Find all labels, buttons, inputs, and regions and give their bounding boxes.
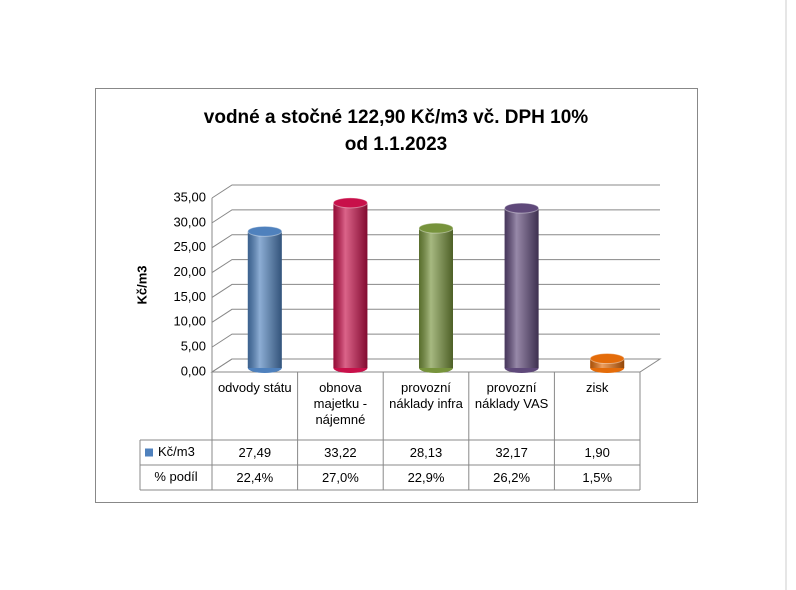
cylinder-top	[418, 222, 454, 234]
cylinder-top	[247, 225, 283, 237]
x-tick-label: zisk	[585, 380, 609, 395]
value-label: 28,13	[410, 445, 443, 460]
x-tick-label: provozní náklady VAS	[474, 380, 549, 411]
chart-title: vodné a stočné 122,90 Kč/m3 vč. DPH 10%	[204, 107, 589, 128]
legend-label: Kč/m3	[158, 444, 195, 459]
y-tick-label: 5,00	[181, 339, 206, 354]
cylinder-top	[589, 353, 625, 365]
share-label: 22,9%	[408, 470, 445, 485]
bar-shade	[333, 202, 368, 368]
chart-subtitle: od 1.1.2023	[345, 134, 447, 155]
y-tick-label: 10,00	[173, 314, 206, 329]
y-tick-label: 0,00	[181, 363, 206, 378]
x-tick-label: obnova majetku - nájemné	[313, 380, 368, 427]
legend-swatch	[145, 448, 153, 457]
y-tick-label: 35,00	[173, 189, 206, 204]
x-tick-label: odvody státu	[217, 380, 292, 395]
data-table	[139, 372, 641, 491]
category-cell: zisk	[585, 380, 609, 395]
y-tick-label: 25,00	[173, 239, 206, 254]
x-tick-label: provozní náklady infra	[389, 380, 463, 411]
share-label: 26,2%	[493, 470, 530, 485]
value-label: 1,90	[585, 445, 610, 460]
y-tick-label: 30,00	[173, 214, 206, 229]
y-tick-label: 15,00	[173, 289, 206, 304]
category-cell: odvody státu	[217, 380, 292, 395]
value-label: 27,49	[239, 445, 272, 460]
value-label: 33,22	[324, 445, 357, 460]
category-cell: provozní náklady infra	[389, 380, 463, 411]
cylinder-top	[332, 197, 368, 209]
bar-shade	[419, 228, 453, 368]
category-cell: obnova majetku - nájemné	[313, 380, 368, 427]
share-label: 22,4%	[236, 470, 273, 485]
grid-line	[211, 184, 660, 199]
cylinder-top	[504, 202, 540, 214]
value-label: 32,17	[495, 445, 528, 460]
chart-frame	[95, 88, 698, 503]
y-axis-label: Kč/m3	[134, 265, 149, 304]
y-tick-label: 20,00	[173, 264, 206, 279]
bar-shade	[247, 231, 282, 368]
category-cell: provozní náklady VAS	[474, 380, 549, 411]
share-label: 1,5%	[582, 470, 612, 485]
share-label: 27,0%	[322, 470, 359, 485]
bar-shade	[504, 208, 539, 368]
row-label: % podíl	[154, 469, 197, 484]
